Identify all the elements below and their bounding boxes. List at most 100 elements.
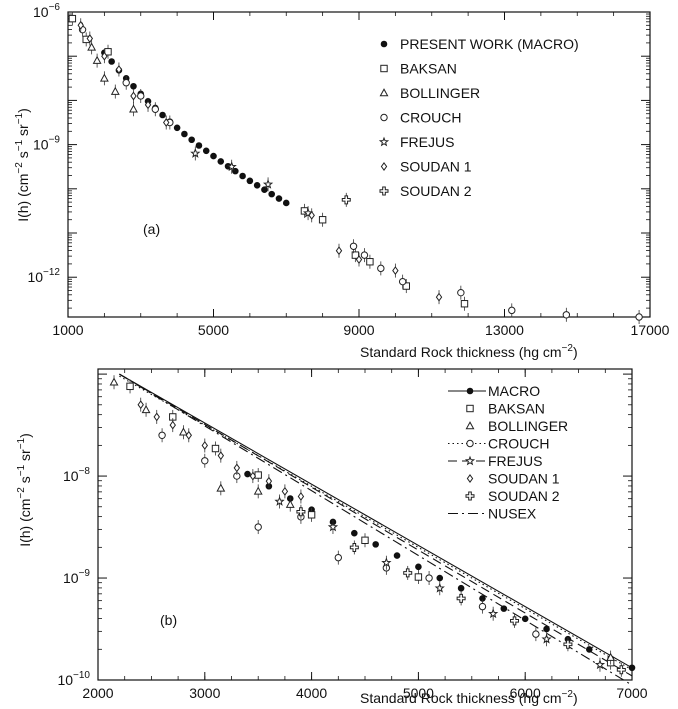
- data-point-present-work-macro-: [159, 111, 166, 119]
- data-point-soudan-1: [249, 471, 257, 481]
- data-point-crouch: [201, 457, 209, 465]
- legend-marker: [466, 474, 474, 483]
- data-point-baksan: [361, 536, 369, 545]
- data-point-crouch: [635, 313, 643, 321]
- y-tick-label: 10−10: [57, 670, 90, 688]
- data-point-crouch: [478, 602, 487, 611]
- data-point-soudan-1: [355, 255, 363, 264]
- data-point-soudan-1: [115, 65, 123, 74]
- data-point-frejus: [594, 659, 606, 670]
- data-point-bollinger: [87, 42, 97, 51]
- data-point-bollinger: [216, 483, 226, 492]
- panel-b: 2000 3000 4000 5000 6000 7000 10−8 10−9 10−10 (…: [16, 368, 648, 706]
- panel-b-y-ticks: 10−8 10−9 10−10: [57, 373, 632, 688]
- data-point-baksan: [402, 282, 410, 290]
- data-point-baksan: [460, 300, 469, 308]
- legend-label: CROUCH: [488, 436, 549, 452]
- data-point-present-work-macro-: [130, 82, 137, 90]
- data-point-frejus: [434, 582, 445, 593]
- data-point-soudan-2: [563, 639, 573, 649]
- data-point-soudan-1: [201, 441, 209, 450]
- legend-marker: [466, 387, 474, 395]
- panel-a-label: (a): [143, 221, 160, 237]
- data-point-soudan-1: [297, 492, 305, 501]
- legend-label: PRESENT WORK (MACRO): [400, 36, 579, 52]
- x-tick-label: 3000: [189, 685, 220, 701]
- data-point-soudan-1: [217, 451, 225, 461]
- data-point-bollinger: [129, 104, 138, 113]
- legend-marker: [379, 88, 389, 97]
- data-point-macro: [244, 470, 251, 478]
- x-tick-label: 5000: [403, 685, 434, 701]
- data-point-baksan: [318, 216, 327, 224]
- data-point-soudan-1: [233, 463, 241, 473]
- data-point-macro: [521, 615, 529, 623]
- data-point-present-work-macro-: [246, 177, 254, 185]
- data-point-macro: [457, 584, 465, 592]
- panel-a-frame: [67, 11, 651, 318]
- legend-marker: [378, 136, 390, 147]
- panel-a-x-axis-title: Standard Rock thickness (hg cm−2): [360, 343, 578, 360]
- data-point-crouch: [137, 92, 145, 100]
- data-point-frejus: [274, 496, 285, 506]
- data-point-crouch: [398, 277, 407, 286]
- legend-marker: [466, 404, 474, 413]
- y-tick-label: 10−12: [27, 267, 60, 285]
- data-point-present-work-macro-: [210, 152, 217, 160]
- data-point-soudan-1: [162, 118, 170, 127]
- panel-a: 1000 5000 9000 13000 17000 10−6 10−9 10−12 (a)…: [14, 2, 670, 360]
- panel-b-y-axis-title: I(h) (cm−2 s−1 sr−1): [16, 433, 33, 547]
- legend-label: FREJUS: [400, 134, 454, 150]
- data-point-macro: [585, 646, 593, 653]
- panel-b-x-axis-title: Standard Rock thickness (hg cm−2): [360, 689, 578, 706]
- data-point-bollinger: [110, 86, 120, 95]
- data-point-crouch: [158, 431, 166, 439]
- data-point-soudan-1: [308, 210, 315, 220]
- data-point-present-work-macro-: [261, 186, 268, 193]
- data-point-soudan-1: [392, 266, 399, 276]
- data-point-present-work-macro-: [253, 181, 261, 189]
- data-point-crouch: [425, 574, 433, 582]
- legend-marker: [379, 186, 389, 196]
- data-point-present-work-macro-: [275, 195, 283, 202]
- panel-a-legend: PRESENT WORK (MACRO) BAKSAN BOLLINGER CROUC…: [378, 36, 579, 199]
- data-point-macro: [372, 541, 379, 548]
- data-point-bollinger: [285, 499, 295, 508]
- data-point-macro: [393, 552, 401, 559]
- data-point-present-work-macro-: [181, 130, 188, 138]
- x-tick-label: 2000: [82, 685, 113, 701]
- data-point-frejus: [541, 633, 552, 644]
- y-tick-label: 10−8: [63, 466, 90, 484]
- data-point-soudan-1: [101, 51, 108, 61]
- data-point-baksan: [126, 382, 134, 391]
- legend-label: SOUDAN 1: [400, 159, 472, 175]
- curve-frejus: [119, 373, 633, 677]
- data-point-soudan-1: [281, 486, 289, 496]
- data-point-present-work-macro-: [188, 136, 195, 144]
- data-point-frejus: [262, 178, 274, 189]
- data-point-macro: [628, 664, 636, 672]
- panel-a-x-ticks: 1000 5000 9000 13000 17000: [52, 12, 670, 338]
- data-point-macro: [500, 605, 508, 612]
- data-point-soudan-2: [341, 195, 351, 205]
- panel-a-y-axis-title: I(h) (cm−2 s−1 sr−1): [14, 108, 31, 222]
- data-point-soudan-1: [435, 292, 443, 302]
- data-point-baksan: [351, 251, 360, 259]
- legend-marker: [465, 421, 475, 430]
- legend-marker: [464, 455, 476, 466]
- panel-b-label: (b): [160, 612, 177, 628]
- x-tick-label: 13000: [485, 322, 524, 338]
- data-point-baksan: [366, 258, 374, 266]
- data-point-soudan-2: [296, 507, 306, 517]
- data-point-soudan-2: [456, 593, 466, 603]
- data-point-frejus: [226, 161, 237, 172]
- data-point-soudan-1: [144, 100, 152, 110]
- data-point-crouch: [151, 105, 160, 113]
- legend-label: BAKSAN: [400, 61, 457, 77]
- data-point-macro: [415, 563, 422, 571]
- data-point-soudan-1: [335, 246, 343, 256]
- curve-macro: [119, 373, 633, 669]
- data-point-baksan: [68, 14, 77, 23]
- data-point-baksan: [307, 511, 316, 519]
